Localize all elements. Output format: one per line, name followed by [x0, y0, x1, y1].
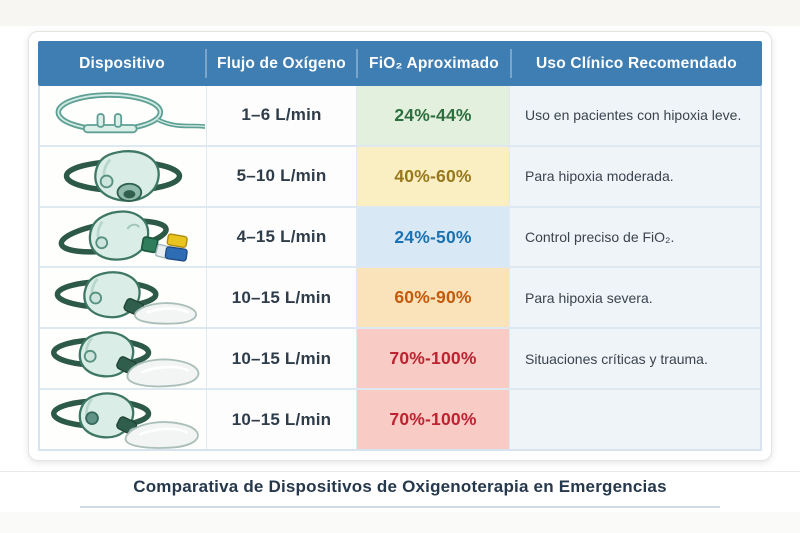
simple-oxygen-mask-icon [63, 150, 183, 203]
table-header-row: Dispositivo Flujo de Oxígeno FiO₂ Aproxi… [38, 41, 762, 86]
device-cell [40, 86, 206, 145]
table-row: 4–15 L/min 24%-50% Control preciso de Fi… [40, 205, 760, 267]
clinical-use-cell: Para hipoxia moderada. [509, 146, 760, 206]
table-row: 1–6 L/min 24%-44% Uso en pacientes con h… [40, 86, 760, 145]
comparison-table-card: Dispositivo Flujo de Oxígeno FiO₂ Aproxi… [28, 31, 772, 461]
nasal-cannula-icon [55, 92, 205, 134]
flow-cell: 10–15 L/min [206, 268, 356, 328]
table-body: 1–6 L/min 24%-44% Uso en pacientes con h… [38, 86, 762, 451]
flow-cell: 5–10 L/min [206, 146, 356, 206]
clinical-use-cell [509, 390, 760, 449]
header-uso-clinico: Uso Clínico Recomendado [510, 41, 762, 86]
table-caption: Comparativa de Dispositivos de Oxigenote… [133, 477, 667, 496]
clinical-use-cell: Para hipoxia severa. [509, 268, 760, 328]
device-cell [40, 390, 206, 449]
clinical-use-cell: Uso en pacientes con hipoxia leve. [509, 86, 760, 145]
fio2-cell: 40%-60% [356, 146, 509, 206]
clinical-use-cell: Control preciso de FiO₂. [509, 207, 760, 267]
header-dispositivo: Dispositivo [79, 54, 165, 72]
partial-rebreather-mask-icon [54, 271, 197, 325]
venturi-mask-icon [58, 210, 188, 262]
device-cell [40, 329, 206, 389]
table-row: 10–15 L/min 70%-100% Situaciones crítica… [40, 327, 760, 389]
header-flujo-oxigeno: Flujo de Oxígeno [205, 41, 357, 86]
table-row: 5–10 L/min 40%-60% Para hipoxia moderada… [40, 144, 760, 206]
flow-cell: 10–15 L/min [206, 390, 356, 449]
flow-cell: 10–15 L/min [206, 329, 356, 389]
fio2-cell: 70%-100% [356, 329, 509, 389]
device-cell [40, 268, 206, 328]
table-row: 10–15 L/min 60%-90% Para hipoxia severa. [40, 266, 760, 328]
page-bottom-band [0, 512, 800, 533]
device-cell [40, 146, 206, 206]
fio2-cell: 70%-100% [356, 390, 509, 449]
fio2-cell: 24%-50% [356, 207, 509, 267]
flow-cell: 4–15 L/min [206, 207, 356, 267]
caption-underline [80, 506, 720, 508]
clinical-use-cell: Situaciones críticas y trauma. [509, 329, 760, 389]
page-top-band [0, 0, 800, 26]
fio2-cell: 60%-90% [356, 268, 509, 328]
table-row: 10–15 L/min 70%-100% [40, 388, 760, 449]
flow-cell: 1–6 L/min [206, 86, 356, 145]
fio2-cell: 24%-44% [356, 86, 509, 145]
header-fio2-aproximado: FiO₂ Aproximado [356, 41, 511, 86]
non-rebreather-mask-icon [51, 391, 199, 449]
non-rebreather-mask-icon [51, 331, 200, 388]
device-cell [40, 207, 206, 267]
page-divider-line [0, 471, 800, 472]
